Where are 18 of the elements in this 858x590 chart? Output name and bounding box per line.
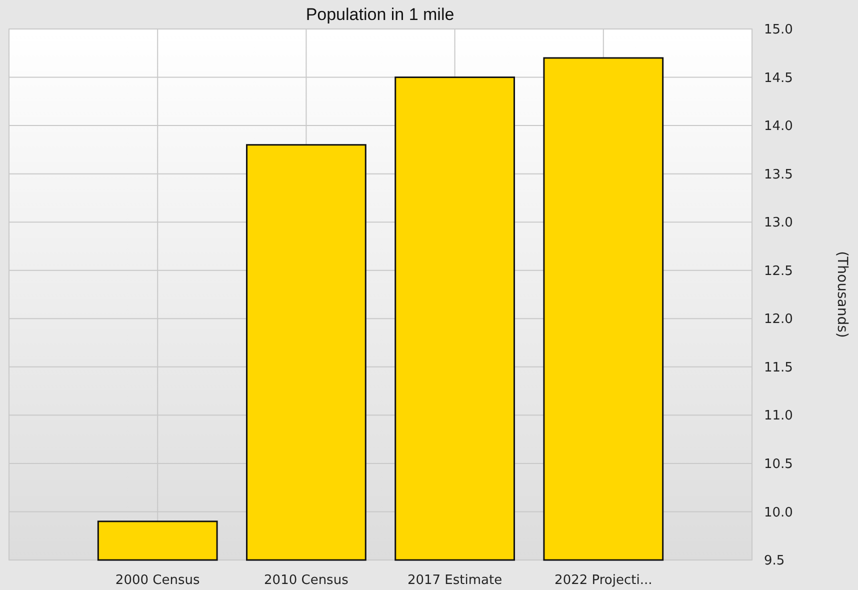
x-tick-label: 2017 Estimate <box>407 573 502 588</box>
y-tick-label: 13.0 <box>764 216 793 231</box>
y-tick-label: 14.0 <box>764 119 793 134</box>
y-axis-title: (Thousands) <box>834 251 850 338</box>
y-tick-label: 9.5 <box>764 554 785 569</box>
y-tick-label: 12.5 <box>764 264 793 279</box>
x-tick-label: 2000 Census <box>115 573 200 588</box>
y-tick-label: 13.5 <box>764 167 793 182</box>
y-tick-label: 11.0 <box>764 408 793 424</box>
y-tick-label: 10.5 <box>764 457 793 472</box>
chart-title: Population in 1 mile <box>306 5 454 24</box>
y-tick-label: 12.0 <box>764 312 793 328</box>
y-tick-label: 11.5 <box>764 360 793 376</box>
x-tick-label: 2022 Projecti... <box>554 573 652 588</box>
x-tick-label: 2010 Census <box>264 573 349 588</box>
y-tick-label: 15.0 <box>764 22 793 38</box>
y-tick-label: 10.0 <box>764 505 793 520</box>
y-tick-label: 14.5 <box>764 70 793 86</box>
